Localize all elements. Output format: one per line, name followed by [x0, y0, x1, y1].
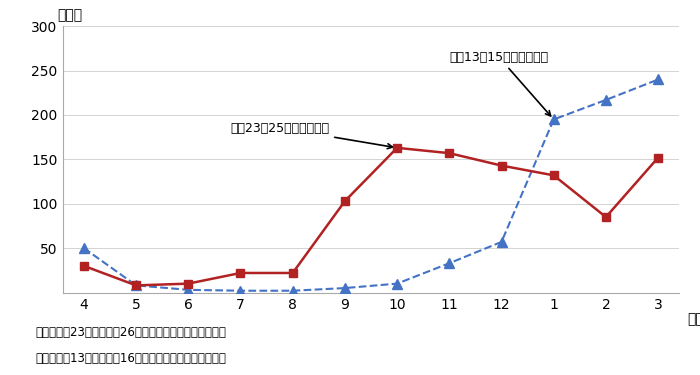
Text: （円）: （円） — [58, 8, 83, 22]
Text: 注２　平成13年４月から16年３月までの月ごとの平均。: 注２ 平成13年４月から16年３月までの月ごとの平均。 — [35, 352, 226, 366]
Text: （月）: （月） — [687, 312, 700, 326]
Text: 平成13～15年度平均注２: 平成13～15年度平均注２ — [449, 51, 551, 116]
Text: 平成23～25年度平均注１: 平成23～25年度平均注１ — [230, 122, 393, 149]
Text: 注１　平成23年４月から26年３月までの月ごとの平均。: 注１ 平成23年４月から26年３月までの月ごとの平均。 — [35, 326, 226, 339]
